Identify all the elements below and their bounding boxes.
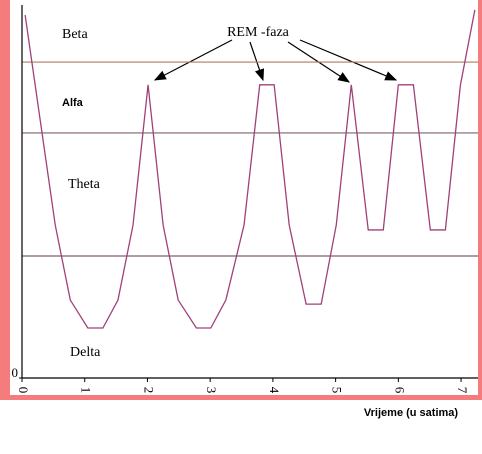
x-tick-label: 2 <box>141 387 156 394</box>
y-tick-label: 0 <box>12 365 19 380</box>
x-tick-label: 3 <box>204 387 219 394</box>
plot-background <box>10 0 478 395</box>
stage-label: Theta <box>68 177 101 192</box>
stage-label: Delta <box>70 345 101 360</box>
stage-label: Alfa <box>62 97 84 109</box>
x-axis-label: Vrijeme (u satima) <box>364 407 458 419</box>
x-tick-label: 1 <box>79 387 94 394</box>
x-tick-label: 6 <box>392 387 407 394</box>
x-tick-label: 5 <box>330 387 345 394</box>
sleep-curve <box>24 9 476 329</box>
stage-label: Beta <box>62 27 88 42</box>
x-tick-label: 7 <box>455 387 470 394</box>
x-tick-label: 4 <box>267 387 282 394</box>
x-label-box <box>352 404 470 422</box>
annotation: REM -faza <box>227 25 290 40</box>
x-tick-label: 0 <box>16 387 31 394</box>
